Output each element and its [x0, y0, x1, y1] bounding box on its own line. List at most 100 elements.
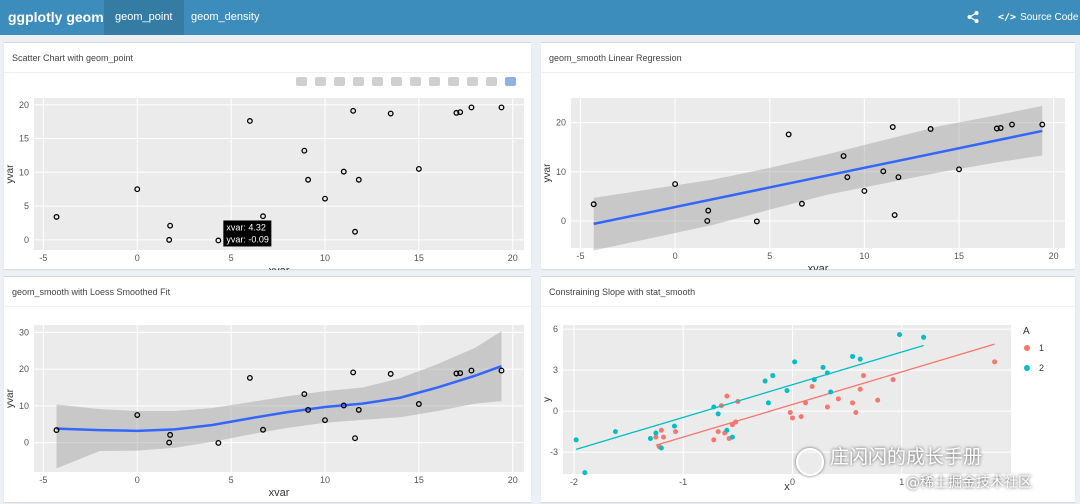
data-point: [705, 207, 712, 214]
loess-plot[interactable]: -5 0 5 10 15 20 0 10 20 30 xvar yvar: [4, 307, 531, 503]
data-point: [498, 367, 505, 374]
app-brand[interactable]: ggplotly geoms: [8, 9, 112, 25]
series-point: [724, 393, 730, 399]
spike-lines-icon[interactable]: [467, 77, 478, 86]
y-tick-label: 0: [24, 438, 29, 448]
x-tick-label: 0: [673, 251, 678, 261]
series-fit-line: [655, 343, 995, 446]
data-point: [322, 417, 328, 424]
panel-slope: Constraining Slope with stat_smooth -2 -1…: [541, 276, 1075, 502]
panel-title: Constraining Slope with stat_smooth: [541, 277, 1075, 307]
data-point: [457, 109, 464, 116]
data-point: [260, 213, 266, 220]
tooltip-yvar: yvar: -0.09: [226, 234, 269, 244]
series-point: [729, 422, 735, 428]
code-icon: </>: [998, 12, 1017, 23]
data-point: [895, 174, 902, 181]
x-tick-label: 1: [899, 477, 904, 487]
y-tick-label: 20: [19, 100, 29, 110]
x-tick-label: -5: [576, 251, 584, 261]
series-point: [762, 378, 768, 384]
y-axis-label: yvar: [5, 388, 16, 408]
data-point: [166, 439, 173, 446]
series-point: [803, 400, 809, 406]
plot-background: [34, 325, 524, 472]
source-code-label: Source Code: [1020, 12, 1079, 23]
series-point: [653, 434, 659, 440]
x-tick-label: -2: [570, 477, 578, 487]
lasso-icon[interactable]: [372, 77, 383, 86]
data-point: [880, 168, 887, 175]
camera-icon[interactable]: [296, 77, 307, 86]
x-tick-label: -1: [679, 477, 687, 487]
data-point: [956, 166, 962, 173]
x-tick-label: 20: [508, 475, 518, 485]
tab-geom-density[interactable]: geom_density: [191, 11, 260, 23]
data-point: [134, 186, 141, 193]
series-point: [850, 353, 856, 359]
data-point: [1039, 121, 1046, 128]
y-tick-label: 6: [553, 324, 558, 334]
legend-swatch: [1024, 345, 1030, 351]
data-point: [166, 236, 173, 243]
autoscale-icon[interactable]: [429, 77, 440, 86]
source-code-link[interactable]: </> Source Code: [998, 0, 1078, 35]
y-axis-label: yvar: [542, 163, 553, 183]
x-tick-label: 20: [1049, 251, 1059, 261]
x-tick-label: 5: [767, 251, 772, 261]
y-tick-label: 0: [553, 406, 558, 416]
x-tick-label: 0: [135, 253, 140, 263]
data-point: [468, 367, 475, 374]
zoom-out-icon[interactable]: [410, 77, 421, 86]
series-point: [809, 384, 815, 390]
box-select-icon[interactable]: [353, 77, 364, 86]
data-point: [215, 237, 222, 244]
series-point: [711, 437, 717, 443]
data-point: [498, 104, 505, 111]
data-point: [301, 391, 308, 398]
pan-icon[interactable]: [334, 77, 345, 86]
linear-regression-plot[interactable]: -5 0 5 10 15 20 0 10 20 xvar yvar: [541, 73, 1075, 270]
series-point: [820, 364, 826, 370]
y-tick-label: 3: [553, 365, 558, 375]
data-point: [322, 195, 328, 202]
tooltip-xvar: xvar: 4.32: [226, 222, 266, 232]
compare-hover-icon[interactable]: [486, 77, 497, 86]
series-point: [658, 427, 664, 433]
y-axis-label: y: [542, 397, 553, 402]
data-point: [889, 124, 896, 130]
y-tick-label: -3: [550, 447, 558, 457]
x-tick-label: -5: [39, 475, 47, 485]
zoom-icon[interactable]: [315, 77, 326, 86]
data-point: [352, 228, 358, 235]
series-point: [860, 373, 866, 379]
hover-tooltip: xvar: 4.32 yvar: -0.09: [223, 220, 272, 247]
series-point: [835, 396, 841, 402]
plotly-logo-icon[interactable]: [505, 77, 516, 86]
scatter-plot[interactable]: -5 0 5 10 15 20 0 5 10 15 20 xvar yvar xvar: 4.32 yvar…: [4, 73, 531, 270]
data-point: [301, 147, 308, 154]
data-point: [927, 126, 934, 132]
zoom-in-icon[interactable]: [391, 77, 402, 86]
data-point: [590, 201, 597, 208]
data-point: [457, 370, 464, 377]
series-point: [789, 415, 795, 421]
series-point: [658, 445, 664, 451]
data-point: [53, 213, 60, 220]
data-point: [340, 168, 347, 175]
share-icon[interactable]: [966, 10, 980, 24]
data-point: [453, 370, 460, 377]
panel-title: Scatter Chart with geom_point: [4, 43, 531, 73]
x-axis-label: x: [784, 481, 790, 493]
series-point: [897, 332, 903, 338]
data-point: [246, 118, 253, 124]
data-point: [246, 374, 253, 381]
data-point: [704, 218, 711, 224]
data-point: [453, 109, 460, 116]
x-tick-label: 15: [414, 253, 424, 263]
series-point: [724, 427, 730, 433]
x-tick-label: 5: [229, 253, 234, 263]
reset-icon[interactable]: [448, 77, 459, 86]
tab-geom-point[interactable]: geom_point: [104, 0, 184, 35]
